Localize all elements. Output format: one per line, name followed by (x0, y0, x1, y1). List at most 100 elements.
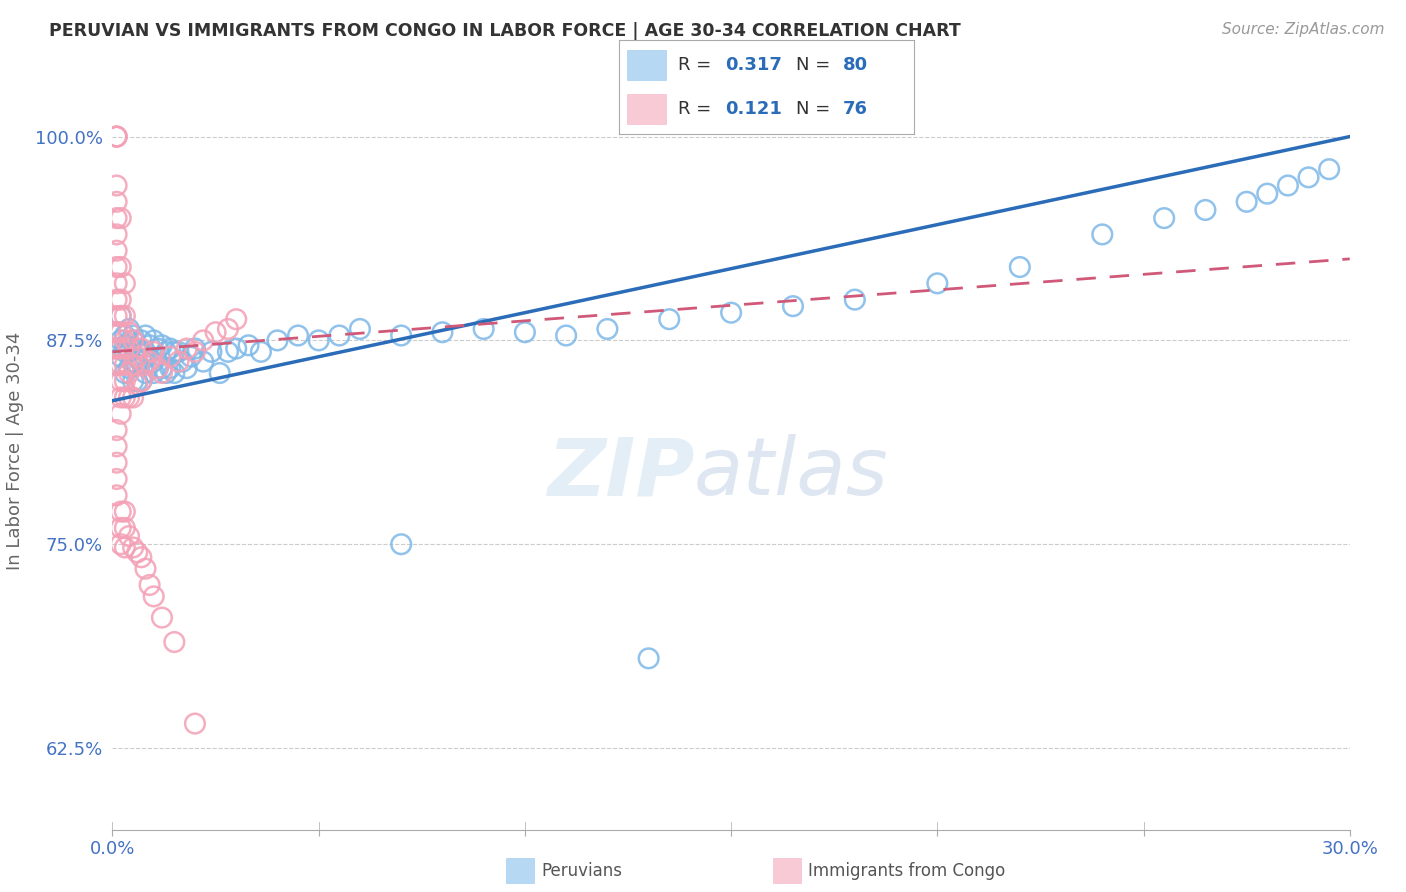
Point (146, 342, 169, 356)
Point (114, 366, 136, 380)
Point (105, 423, 128, 437)
Point (193, 354, 215, 368)
Point (105, 227, 128, 242)
Point (184, 344, 207, 359)
Point (844, 293, 866, 307)
Point (138, 354, 160, 368)
Point (142, 590, 165, 604)
Point (114, 328, 136, 343)
Point (122, 374, 145, 388)
Point (308, 334, 330, 348)
Point (1008, 260, 1031, 274)
Point (184, 342, 207, 356)
Point (217, 322, 239, 336)
Point (122, 354, 145, 368)
Point (217, 344, 239, 359)
Point (110, 407, 132, 421)
Point (105, 325, 128, 339)
Point (163, 635, 186, 649)
Bar (627, 94, 666, 125)
Point (167, 354, 190, 368)
Point (150, 338, 173, 352)
Bar (627, 49, 666, 80)
Point (225, 342, 247, 356)
Point (114, 374, 136, 388)
Text: ZIP: ZIP (547, 434, 695, 512)
Point (110, 211, 132, 226)
Point (114, 334, 136, 348)
Point (927, 277, 949, 291)
Point (176, 342, 198, 356)
Point (105, 244, 128, 258)
Point (127, 358, 149, 372)
Point (1317, 162, 1340, 177)
Point (200, 344, 222, 359)
Text: N =: N = (796, 100, 835, 118)
Point (596, 322, 619, 336)
Point (193, 334, 215, 348)
Point (389, 328, 412, 343)
Point (146, 361, 169, 376)
Y-axis label: In Labor Force | Age 30-34: In Labor Force | Age 30-34 (6, 331, 24, 570)
Point (131, 354, 153, 368)
Point (110, 309, 132, 323)
Point (131, 550, 153, 565)
Point (142, 354, 165, 368)
Point (105, 129, 128, 144)
Point (105, 488, 128, 502)
Text: N =: N = (796, 56, 835, 74)
Point (110, 342, 132, 356)
Point (122, 541, 145, 555)
Point (250, 344, 273, 359)
Point (127, 342, 149, 356)
Point (472, 322, 495, 336)
Point (159, 361, 181, 376)
Text: atlas: atlas (695, 434, 889, 512)
Text: Peruvians: Peruvians (541, 862, 623, 880)
Point (720, 306, 742, 320)
Point (142, 366, 165, 380)
Text: R =: R = (678, 56, 717, 74)
Point (105, 342, 128, 356)
Point (134, 328, 156, 343)
Point (134, 358, 156, 372)
Point (138, 578, 160, 592)
Point (134, 562, 156, 576)
Text: 76: 76 (844, 100, 868, 118)
Text: Source: ZipAtlas.com: Source: ZipAtlas.com (1222, 22, 1385, 37)
Point (287, 328, 309, 343)
Point (110, 334, 132, 348)
Point (110, 521, 132, 535)
Point (150, 361, 173, 376)
Point (105, 472, 128, 486)
Point (180, 350, 202, 364)
Point (150, 366, 173, 380)
Text: PERUVIAN VS IMMIGRANTS FROM CONGO IN LABOR FORCE | AGE 30-34 CORRELATION CHART: PERUVIAN VS IMMIGRANTS FROM CONGO IN LAB… (49, 22, 960, 40)
Point (134, 344, 156, 359)
Point (105, 439, 128, 453)
Point (105, 178, 128, 193)
Point (110, 358, 132, 372)
Point (349, 322, 371, 336)
Point (105, 309, 128, 323)
Point (127, 545, 149, 559)
Point (782, 299, 804, 313)
Point (118, 366, 141, 380)
Point (513, 325, 536, 339)
Point (1236, 194, 1258, 209)
Point (1194, 202, 1216, 217)
Point (204, 325, 226, 339)
Point (122, 328, 145, 343)
Point (105, 129, 128, 144)
Point (114, 344, 136, 359)
Point (118, 344, 141, 359)
Text: Immigrants from Congo: Immigrants from Congo (808, 862, 1005, 880)
Point (110, 537, 132, 551)
Point (105, 358, 128, 372)
Point (110, 325, 132, 339)
Point (159, 342, 181, 356)
Point (114, 358, 136, 372)
Point (167, 344, 190, 359)
Point (114, 277, 136, 291)
Point (658, 312, 681, 326)
